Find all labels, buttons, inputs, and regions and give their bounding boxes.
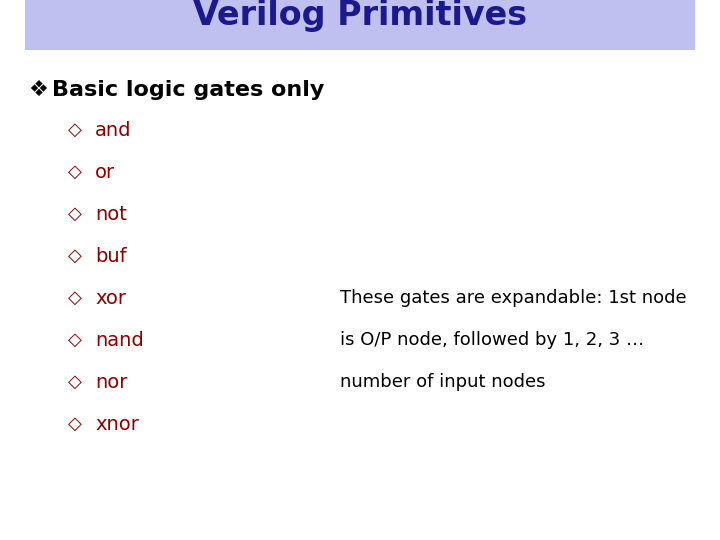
Text: Verilog Primitives: Verilog Primitives — [193, 0, 527, 31]
Text: Basic logic gates only: Basic logic gates only — [52, 80, 325, 100]
Text: nand: nand — [95, 330, 144, 349]
Text: xnor: xnor — [95, 415, 139, 434]
Text: These gates are expandable: 1st node: These gates are expandable: 1st node — [340, 289, 687, 307]
Text: number of input nodes: number of input nodes — [340, 373, 546, 391]
Text: ◇: ◇ — [68, 415, 82, 433]
Text: not: not — [95, 205, 127, 224]
Text: buf: buf — [95, 246, 127, 266]
Text: nor: nor — [95, 373, 127, 392]
Text: ◇: ◇ — [68, 247, 82, 265]
Text: ◇: ◇ — [68, 121, 82, 139]
Text: ◇: ◇ — [68, 205, 82, 223]
Bar — [25, 0, 695, 50]
Text: and: and — [95, 120, 132, 139]
Text: or: or — [95, 163, 115, 181]
Text: xor: xor — [95, 288, 126, 307]
Text: ❖: ❖ — [28, 80, 48, 100]
Text: ◇: ◇ — [68, 289, 82, 307]
Text: ◇: ◇ — [68, 331, 82, 349]
Text: ◇: ◇ — [68, 163, 82, 181]
Text: is O/P node, followed by 1, 2, 3 …: is O/P node, followed by 1, 2, 3 … — [340, 331, 644, 349]
Text: ◇: ◇ — [68, 373, 82, 391]
